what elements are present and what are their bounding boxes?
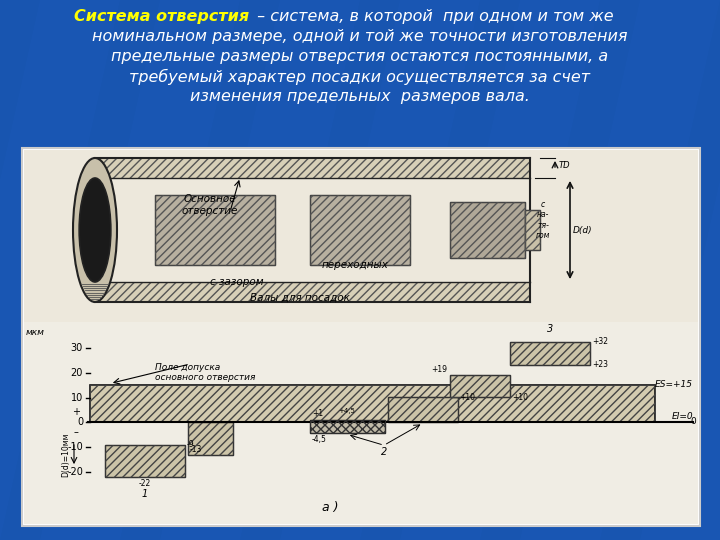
Text: а ): а ) [322,501,338,514]
Bar [24,150,698,524]
Bar [450,202,525,258]
Bar [90,384,655,422]
Text: +32: +32 [592,338,608,347]
Bar [155,195,275,265]
Text: 30: 30 [71,343,83,353]
Bar [105,444,185,477]
Bar [95,158,530,178]
Text: +19: +19 [431,364,447,374]
Bar [388,397,458,422]
Polygon shape [520,0,720,540]
Polygon shape [160,0,360,540]
Polygon shape [280,0,480,540]
Bar [24,322,698,524]
Bar [95,178,530,282]
Bar [90,384,655,422]
Text: +4,5: +4,5 [338,408,356,414]
Text: мкм: мкм [26,328,45,337]
Text: с
на-
тя-
гом: с на- тя- гом [536,200,550,240]
Bar [510,342,590,364]
Text: 20: 20 [71,368,83,378]
Bar [310,195,410,265]
Polygon shape [640,0,720,540]
Bar [188,422,233,455]
Bar [95,282,530,302]
Text: +10: +10 [459,393,475,402]
Text: -9: -9 [187,440,194,449]
Text: предельные размеры отверстия остаются постоянными, а: предельные размеры отверстия остаются по… [112,50,608,64]
Polygon shape [400,0,600,540]
Bar [95,282,530,302]
Text: -20: -20 [67,467,83,477]
Text: ES=+15: ES=+15 [655,380,693,389]
Polygon shape [0,0,120,540]
Bar [188,422,233,455]
Bar [105,444,185,477]
Text: EI=0: EI=0 [671,412,693,421]
Bar [525,210,540,250]
Text: –: – [73,427,78,437]
Bar [388,397,458,422]
Text: 10: 10 [71,393,83,403]
Text: – система, в которой  при одном и том же: – система, в которой при одном и том же [252,10,613,24]
Text: +: + [72,407,80,417]
Text: Валы для посадок: Валы для посадок [250,293,350,303]
Bar [95,158,530,178]
Bar [525,210,540,250]
Text: +10: +10 [512,393,528,402]
Bar [22,148,700,526]
Text: -13: -13 [190,444,202,454]
Text: -4,5: -4,5 [312,435,327,444]
Text: +23: +23 [592,360,608,369]
Bar [510,342,590,364]
Text: 1: 1 [142,489,148,499]
Text: с зазором: с зазором [210,277,264,287]
Text: 3: 3 [547,324,553,334]
Bar [310,420,385,433]
Text: требуемый характер посадки осуществляется за счет: требуемый характер посадки осуществляетс… [130,69,590,85]
Text: 2: 2 [381,447,387,457]
Text: Поле допуска
основного отверстия: Поле допуска основного отверстия [155,363,256,382]
Bar [450,202,525,258]
Bar [450,375,510,397]
Text: Система отверстия: Система отверстия [74,10,249,24]
Polygon shape [40,0,240,540]
Bar [450,375,510,397]
Ellipse shape [73,158,117,302]
Text: Основное
отверстие: Основное отверстие [182,194,238,216]
Text: номинальном размере, одной и той же точности изготовления: номинальном размере, одной и той же точн… [92,30,628,44]
Bar [310,420,385,433]
Text: 0: 0 [77,417,83,427]
Text: D(d): D(d) [573,226,593,234]
Bar [310,195,410,265]
Text: TD: TD [559,161,571,170]
Text: +1: +1 [312,408,323,417]
Bar [24,150,698,322]
Ellipse shape [79,178,111,282]
Text: -10: -10 [67,442,83,452]
Bar [155,195,275,265]
Text: 0: 0 [690,417,696,427]
Text: изменения предельных  размеров вала.: изменения предельных размеров вала. [190,90,530,105]
Text: -22: -22 [139,479,151,488]
Text: переходных: переходных [322,260,388,270]
Text: D(d)=10мм: D(d)=10мм [61,433,71,477]
